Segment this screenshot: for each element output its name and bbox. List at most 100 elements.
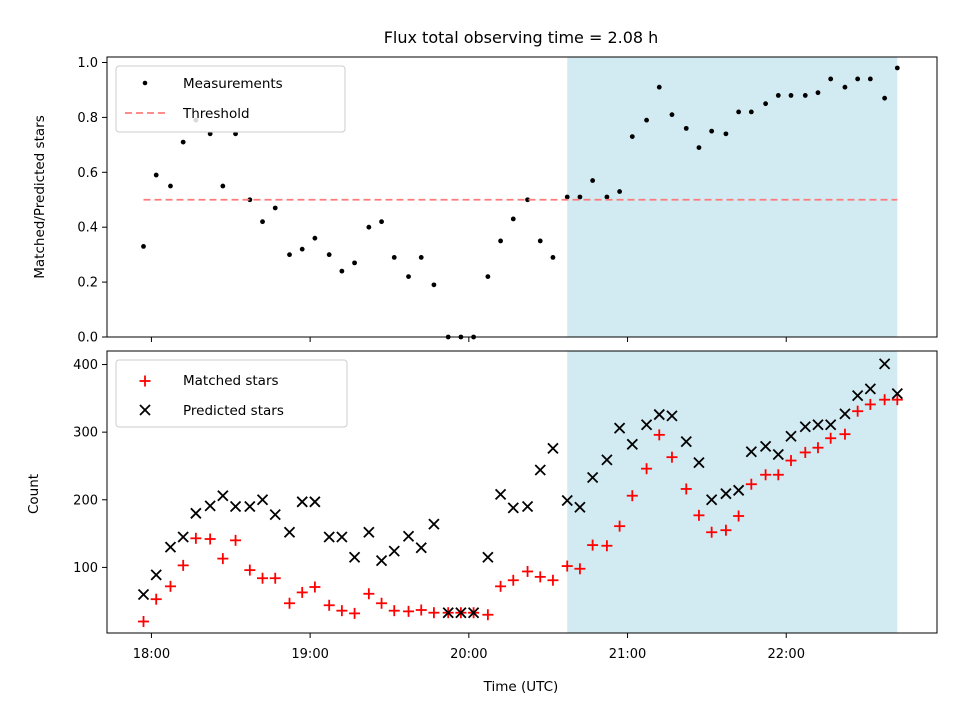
measurement-point [855,76,861,82]
matched-stars-point [150,593,162,605]
predicted-stars-point [164,541,177,553]
matched-stars-point [720,524,732,536]
measurement-point [299,246,305,252]
predicted-stars-point [507,502,519,514]
matched-stars-point [482,609,494,621]
measurement-point [406,274,411,280]
y-tick-label: 300 [73,426,98,441]
matched-stars-point [626,490,638,502]
measurement-point [709,128,715,134]
matched-stars-point [641,463,653,475]
measurement-point [391,254,397,260]
measurement-point [168,183,173,189]
matched-stars-point [799,446,811,458]
predicted-stars-point [363,526,375,538]
legend-threshold-label: Threshold [182,106,250,122]
matched-stars-point [522,565,534,577]
predicted-stars-point [137,588,150,601]
matched-stars-point [601,540,613,552]
matched-stars-point [812,442,824,454]
top-panel-frame [106,56,938,338]
y-tick-label: 100 [73,561,98,576]
matched-stars-point [495,580,507,592]
predicted-stars-point [229,500,242,513]
measurement-point [802,93,808,98]
measurement-point [882,95,888,101]
measurement-point [485,274,491,280]
matched-stars-point [336,605,348,617]
predicted-stars-point [825,419,837,431]
measurement-point [233,131,238,137]
predicted-stars-point [217,490,229,502]
matched-stars-point [534,571,546,583]
predicted-stars-point [177,531,189,543]
predicted-stars-point [415,542,427,554]
matched-stars-point [772,469,784,481]
predicted-stars-point [812,419,824,431]
measurement-point [617,189,623,194]
predicted-stars-point [799,421,811,433]
bottom-panel: 100 200 300 400 18:00 19:00 20:00 21:00 22:00 C… [26,350,938,695]
matched-stars-point [363,588,375,600]
y-tick-label: 1.0 [77,56,98,71]
legend-matched-label: Matched stars [183,373,279,389]
matched-stars-point [177,559,189,571]
matched-stars-point [706,526,718,538]
bottom-legend: Matched stars Predicted stars [115,359,348,428]
measurement-point [736,109,742,115]
measurement-point [815,90,821,96]
measurement-point [339,268,345,274]
measurement-point [180,139,186,145]
predicted-stars-point [561,494,573,507]
measurement-point [247,197,253,203]
measurement-point [894,65,900,71]
matched-stars-point [217,553,229,565]
predicted-stars-point [375,555,388,567]
legend-predicted-marker [139,404,151,416]
matched-stars-point [547,574,559,586]
bottom-legend-box [115,359,348,428]
predicted-stars-point [785,430,797,442]
matched-stars-point [349,607,361,619]
matched-stars-point [587,539,599,551]
measurement-point [537,238,543,244]
predicted-stars-point [772,448,784,461]
matched-stars-point [244,564,256,576]
predicted-stars-point [693,456,705,469]
matched-stars-point [284,597,296,609]
measurement-point [644,117,649,123]
predicted-stars-point [309,496,321,508]
predicted-stars-point [442,607,454,619]
bottom-y-axis-label: Count [26,474,42,514]
matched-stars-point [653,429,665,441]
y-tick-label: 0.0 [77,331,98,346]
measurement-point [498,238,503,244]
matched-stars-point [574,563,586,575]
measurement-point [418,254,424,260]
top-panel-x-ticks [150,337,787,342]
measurement-point [564,194,570,200]
predicted-stars-point [256,494,269,506]
top-panel-marks [141,65,900,340]
matched-stars-point [614,520,626,532]
predicted-stars-point [680,435,692,448]
predicted-stars-point [388,545,400,557]
measurement-point [669,112,675,118]
predicted-stars-point [521,500,534,513]
bottom-panel-marks [137,358,903,628]
legend-measurements-marker [142,80,148,86]
measurement-point [260,219,265,225]
predicted-stars-point [640,419,653,431]
predicted-stars-point [204,500,216,512]
legend-measurements-label: Measurements [183,76,283,92]
predicted-stars-point [732,484,745,496]
matched-stars-point [745,478,757,490]
measurement-point [683,125,689,131]
matched-stars-point [839,428,851,440]
predicted-stars-point [759,440,772,452]
matched-stars-point [428,607,440,619]
measurement-point [656,84,662,90]
measurement-point [723,131,729,137]
matched-stars-point [403,605,415,617]
